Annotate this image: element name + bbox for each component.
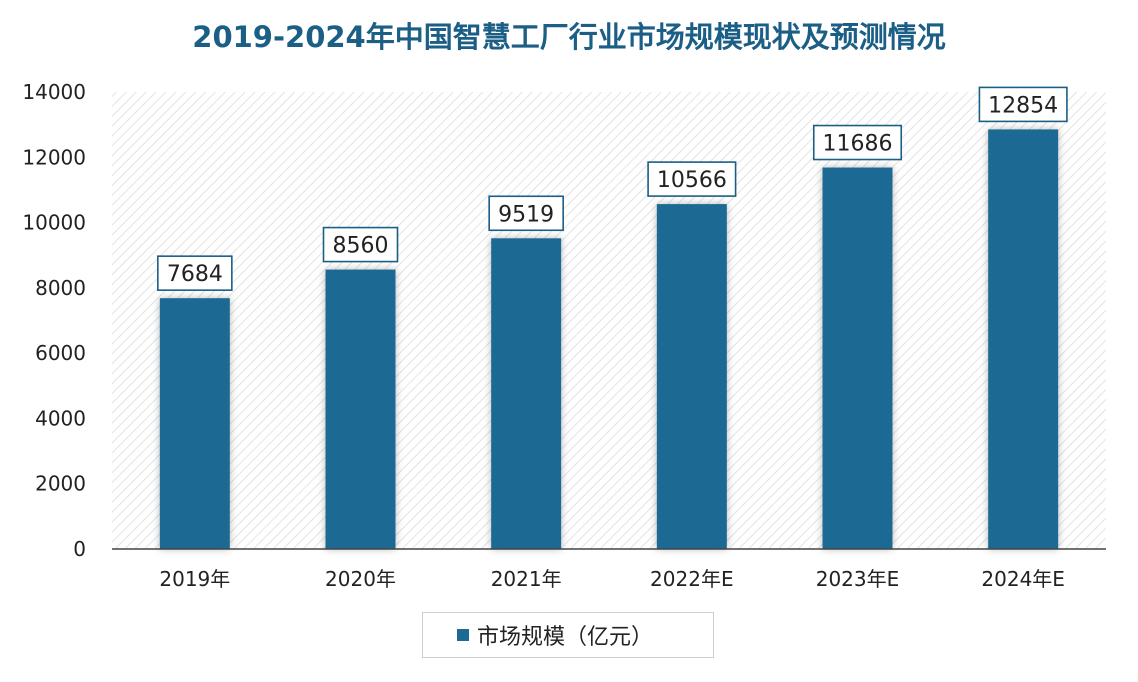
bar [656, 204, 727, 549]
data-label: 10566 [657, 168, 727, 193]
x-tick-label: 2021年 [491, 567, 562, 591]
data-label-box [978, 86, 1068, 123]
data-label-box [647, 161, 737, 197]
legend: 市场规模（亿元） [422, 612, 714, 658]
y-tick-label: 10000 [22, 211, 86, 235]
x-tick-label: 2019年 [159, 567, 230, 591]
data-label: 11686 [823, 132, 893, 157]
y-tick-label: 12000 [22, 145, 86, 169]
x-tick-label: 2022年E [650, 567, 734, 591]
chart-title: 2019-2024年中国智慧工厂行业市场规模现状及预测情况 [192, 20, 946, 54]
legend-swatch [457, 629, 469, 641]
y-tick-label: 8000 [35, 276, 86, 300]
data-label: 12854 [988, 93, 1058, 118]
bar [988, 129, 1059, 550]
data-label: 8560 [333, 234, 389, 259]
x-tick-label: 2023年E [816, 567, 900, 591]
x-tick-label: 2024年E [981, 567, 1065, 591]
y-tick-label: 4000 [35, 406, 86, 430]
bar [822, 167, 893, 549]
y-tick-label: 0 [73, 537, 86, 561]
data-label-box [488, 195, 564, 232]
x-tick-label: 2020年 [325, 567, 396, 591]
bar [491, 238, 562, 549]
data-label: 7684 [167, 262, 223, 287]
data-label-box [157, 255, 233, 291]
data-label-box [812, 124, 903, 161]
data-label: 9519 [498, 202, 554, 227]
bar [159, 298, 230, 549]
plot-area-background [112, 92, 1106, 549]
y-tick-label: 6000 [35, 341, 86, 365]
bar [325, 269, 396, 549]
y-tick-label: 14000 [22, 80, 86, 104]
y-tick-label: 2000 [35, 472, 86, 496]
data-label-box [322, 226, 399, 263]
legend-label: 市场规模（亿元） [477, 625, 654, 650]
